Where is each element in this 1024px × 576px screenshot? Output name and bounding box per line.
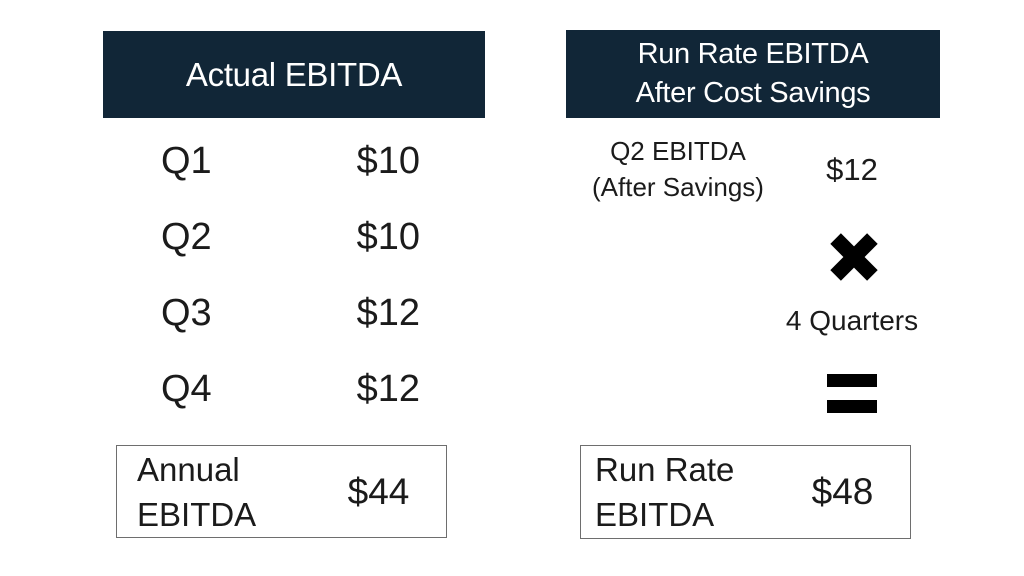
q2-ebitda-label-line1: Q2 EBITDA [610,136,746,166]
run-rate-ebitda-header: Run Rate EBITDA After Cost Savings [566,30,940,118]
quarter-value: $10 [356,215,420,258]
quarter-value: $10 [356,139,420,182]
quarter-label: Q3 [161,291,212,334]
run-rate-ebitda-total-box: Run Rate EBITDA $48 [580,445,911,539]
q2-ebitda-value: $12 [826,152,878,187]
table-row: Q3 $12 [103,275,485,351]
run-rate-label-line2: EBITDA [595,496,715,533]
equals-bar-bottom [827,400,877,413]
four-quarters-label: 4 Quarters [785,305,919,336]
annual-ebitda-label-line2: EBITDA [137,495,257,533]
quarter-label: Q2 [161,215,212,258]
annual-ebitda-value: $44 [347,470,410,512]
run-rate-ebitda-label: Run Rate EBITDA [581,447,775,537]
table-row: Q4 $12 [103,351,485,427]
annual-ebitda-label-line1: Annual [137,450,240,488]
actual-ebitda-header-label: Actual EBITDA [185,55,403,93]
table-row: Q1 $10 [103,123,485,199]
q2-ebitda-label-line2: (After Savings) [592,172,764,202]
multiply-icon [831,234,877,280]
equals-bar-top [827,374,877,387]
quarter-label: Q1 [161,139,212,182]
quarter-value: $12 [356,291,420,334]
quarterly-ebitda-table: Q1 $10 Q2 $10 Q3 $12 Q4 $12 [103,123,485,427]
run-rate-header-line1: Run Rate EBITDA [637,38,869,70]
run-rate-label-line1: Run Rate [595,451,735,488]
quarter-label: Q4 [161,367,212,410]
run-rate-header-line2: After Cost Savings [635,77,871,109]
run-rate-ebitda-value: $48 [811,471,874,512]
annual-ebitda-total-box: Annual EBITDA $44 [116,445,447,538]
quarter-value: $12 [356,367,420,410]
q2-ebitda-after-savings-label: Q2 EBITDA (After Savings) [548,133,808,205]
table-row: Q2 $10 [103,199,485,275]
actual-ebitda-header: Actual EBITDA [103,31,485,118]
annual-ebitda-label: Annual EBITDA [117,447,311,537]
equals-icon [827,374,877,413]
